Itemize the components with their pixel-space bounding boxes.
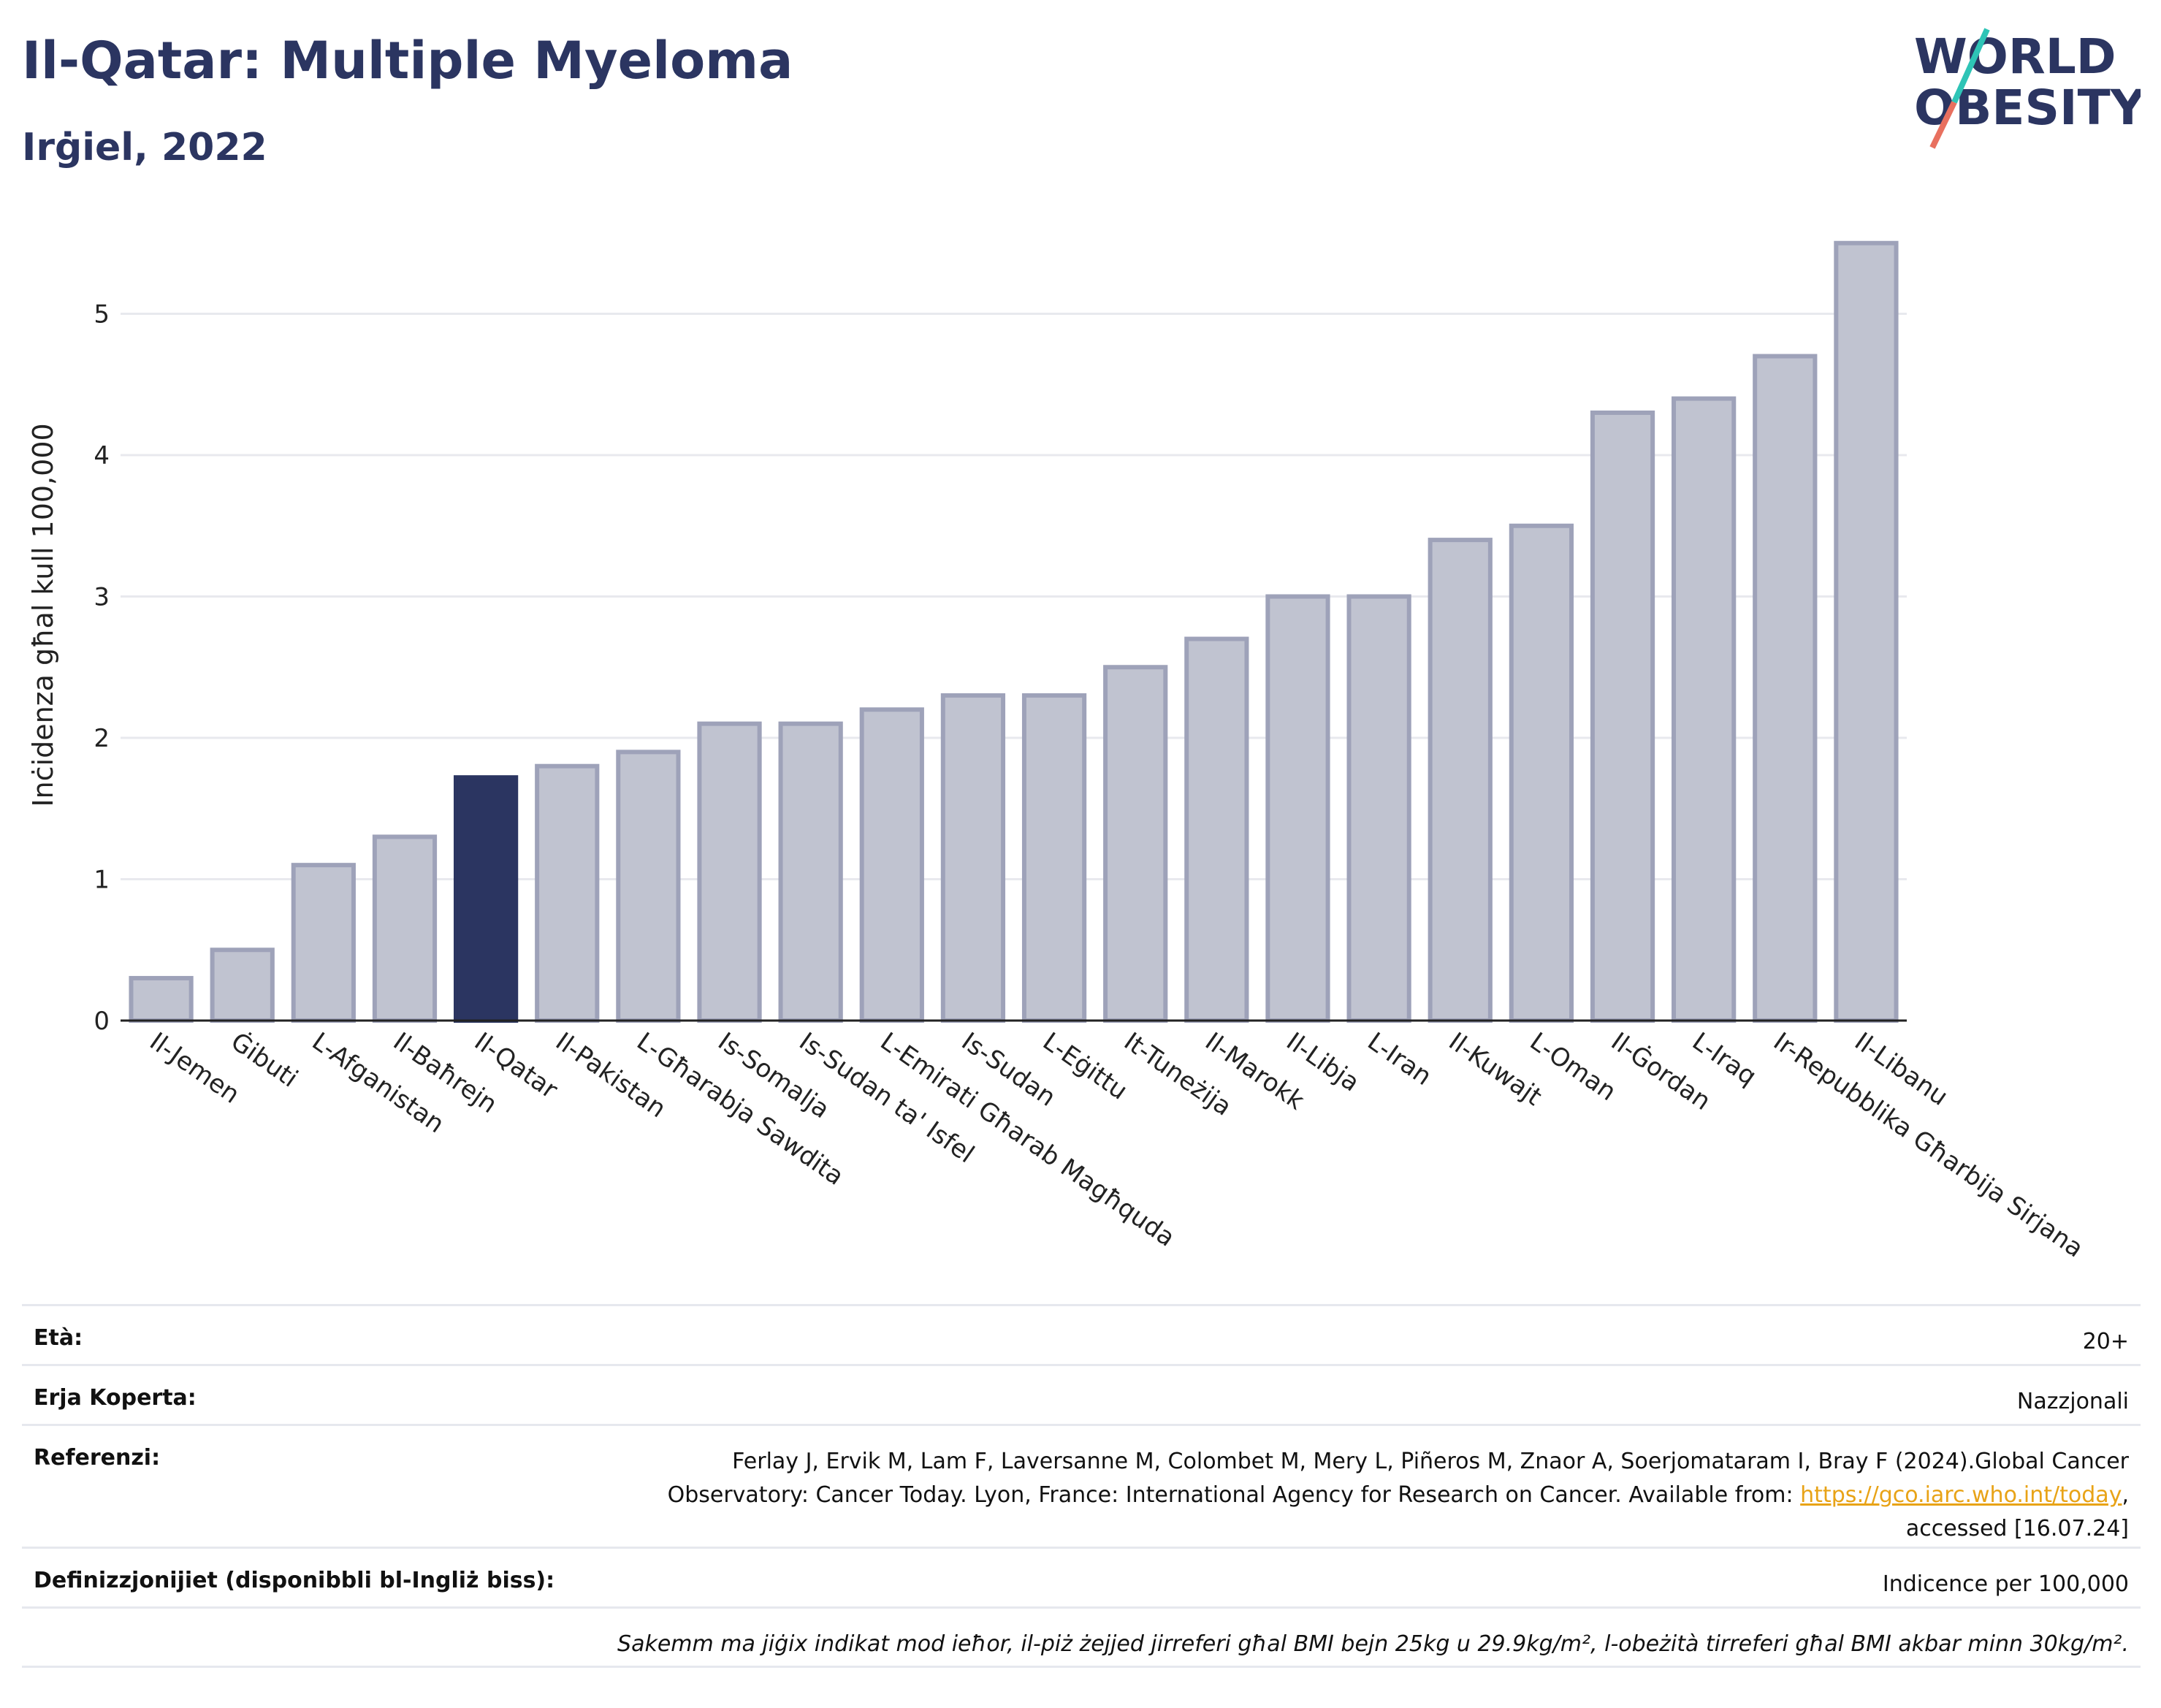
reference-link[interactable]: https://gco.iarc.who.int/today [1800,1482,2122,1508]
bar [1590,410,1655,1023]
bar [1021,693,1087,1023]
y-tick-label: 3 [94,583,110,612]
logo-slash-red [1929,101,1957,149]
bar [778,721,843,1023]
reference-text-4: accessed [16.07.24] [1905,1516,2129,1541]
y-tick-label: 2 [94,724,110,753]
y-tick-label: 5 [94,300,110,329]
reference-text-3: , [2122,1482,2129,1508]
bar [372,834,438,1023]
definitions-value: Indicence per 100,000 [1882,1571,2129,1597]
chart-subtitle: Irġiel, 2022 [22,126,267,169]
reference-value: Ferlay J, Ervik M, Lam F, Laversanne M, … [668,1426,2129,1546]
meta-row-age: Età: 20+ [22,1304,2141,1364]
bar [859,707,924,1023]
bar [1834,240,1899,1023]
age-value: 20+ [2082,1329,2129,1354]
x-tick-label: Il-Jemen [144,1027,245,1110]
y-axis-label: Inċidenza għal kull 100,000 [27,423,59,807]
y-tick-label: 1 [94,866,110,895]
logo-slash-teal [1951,28,1990,104]
logo-line1: WORLD [1914,28,2116,85]
bar [1265,594,1330,1023]
definitions-label: Definizzjonijiet (disponibbli bl-Ingliż … [34,1568,555,1593]
reference-label: Referenzi: [34,1445,161,1471]
bar [616,750,681,1023]
bar [1103,665,1168,1023]
bar [535,763,600,1023]
bar-highlighted [453,775,519,1023]
bar [697,721,762,1023]
reference-text-2: Observatory: Cancer Today. Lyon, France:… [667,1482,1801,1508]
bar [1346,594,1411,1023]
age-label: Età: [34,1325,83,1351]
reference-text-1: Ferlay J, Ervik M, Lam F, Laversanne M, … [732,1449,2129,1474]
bars [129,240,1899,1023]
footnote: Sakemm ma jiġix indikat mod ieħor, il-pi… [617,1631,2129,1657]
y-tick-label: 4 [94,441,110,470]
x-tick-label: L-Iran [1362,1027,1436,1091]
meta-row-reference: Referenzi: Ferlay J, Ervik M, Lam F, Lav… [22,1424,2141,1547]
bar [129,975,194,1023]
bar [210,948,275,1023]
bar [1753,354,1818,1023]
meta-row-definitions: Definizzjonijiet (disponibbli bl-Ingliż … [22,1547,2141,1606]
meta-row-area: Erja Koperta: Nazzjonali [22,1364,2141,1424]
bar [1672,396,1737,1023]
bar [1509,523,1574,1023]
bar [1428,538,1493,1023]
y-tick-labels: 0 1 2 3 4 5 [94,300,110,1037]
bar [940,693,1006,1023]
bar [291,863,356,1023]
bar [1184,636,1249,1023]
x-tick-label: Ir-Repubblika Għarbija Sirjana [1768,1027,2089,1264]
world-obesity-logo: WORLD OBESITY [1914,28,2141,149]
y-tick-label: 0 [94,1007,110,1036]
area-value: Nazzjonali [2016,1389,2129,1414]
area-label: Erja Koperta: [34,1385,197,1411]
metadata-table: Età: 20+ Erja Koperta: Nazzjonali Refere… [22,1304,2141,1668]
chart-title: Il-Qatar: Multiple Myeloma [22,31,793,91]
meta-row-note: Sakemm ma jiġix indikat mod ieħor, il-pi… [22,1606,2141,1668]
